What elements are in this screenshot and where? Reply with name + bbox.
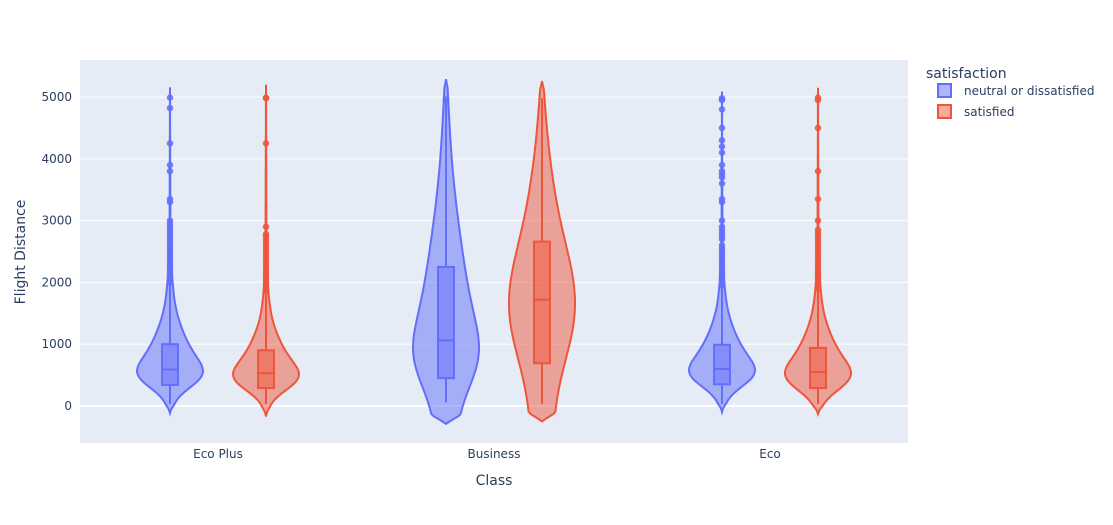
violin-group (135, 79, 852, 426)
y-tick-label: 2000 (41, 275, 72, 289)
y-tick-label: 5000 (41, 90, 72, 104)
box (161, 343, 179, 386)
legend[interactable]: satisfaction neutral or dissatisfied sat… (926, 66, 1094, 119)
outlier-point (814, 94, 822, 101)
outlier-point (718, 124, 726, 132)
x-axis-title: Class (476, 473, 513, 489)
outlier-point (814, 217, 822, 224)
x-tick-label: Business (468, 447, 521, 461)
outlier-point (166, 104, 174, 112)
outlier-point (166, 94, 174, 101)
grid-lines (80, 96, 908, 407)
legend-item-satisfied[interactable]: satisfied (937, 104, 1014, 119)
x-tick-label: Eco Plus (193, 447, 243, 461)
y-tick-label: 0 (64, 399, 72, 413)
outlier-point (718, 180, 726, 187)
y-tick-label: 3000 (41, 214, 72, 228)
outlier-point (718, 161, 726, 169)
outlier-point (262, 140, 270, 147)
box (437, 265, 455, 380)
outlier-point (718, 195, 726, 203)
box (809, 346, 827, 390)
y-tick-label: 1000 (41, 337, 72, 351)
outlier-point (814, 226, 822, 234)
outlier-point (166, 161, 174, 169)
outlier-point (718, 106, 726, 113)
outlier-point (718, 167, 726, 175)
box (533, 240, 551, 365)
outlier-point (718, 95, 726, 102)
outlier-point (442, 96, 450, 103)
outlier-point (262, 94, 270, 101)
y-tick-label: 4000 (41, 152, 72, 166)
plot-background (80, 60, 908, 443)
legend-label-satisfied: satisfied (964, 105, 1014, 119)
outlier-point (814, 195, 822, 203)
box (257, 349, 275, 390)
outlier-point (718, 137, 726, 144)
legend-item-neutral[interactable]: neutral or dissatisfied (937, 83, 1094, 98)
outlier-point (814, 124, 822, 132)
outlier-point (166, 167, 174, 175)
outlier-point (718, 242, 726, 249)
x-tick-label: Eco (759, 447, 781, 461)
outlier-point (718, 223, 726, 231)
outlier-point (718, 149, 726, 156)
legend-swatch-satisfied (937, 104, 952, 119)
outlier-point (718, 143, 726, 150)
legend-title: satisfaction (926, 66, 1007, 82)
y-axis-title: Flight Distance (13, 200, 29, 305)
legend-label-neutral: neutral or dissatisfied (964, 84, 1094, 98)
outlier-point (814, 167, 822, 175)
y-tick-labels: 0 1000 2000 3000 4000 5000 (41, 90, 72, 413)
outlier-point (262, 230, 270, 238)
legend-swatch-neutral (937, 83, 952, 98)
box (713, 343, 731, 386)
outlier-point (166, 140, 174, 147)
outlier-point (262, 223, 270, 231)
outlier-point (718, 217, 726, 224)
x-tick-labels: Eco Plus Business Eco (193, 447, 781, 461)
outlier-point (166, 217, 174, 224)
outlier-point (166, 195, 174, 203)
